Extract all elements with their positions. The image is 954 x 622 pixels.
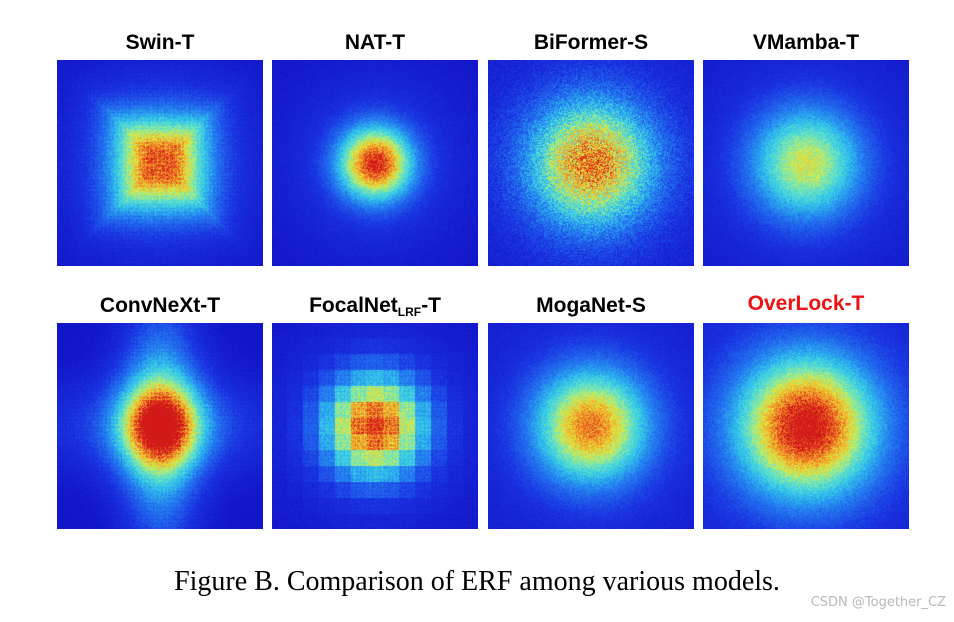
erf-map-convnext-t (57, 323, 263, 529)
watermark: CSDN @Together_CZ (810, 595, 946, 610)
panel-title-biformer-s: BiFormer-S (533, 31, 649, 54)
erf-map-vmamba-t (703, 60, 909, 266)
erf-map-swin-t (57, 60, 263, 266)
panel-title-nat-t: NAT-T (344, 31, 406, 54)
panel-title-focalnet-subscript: LRF (397, 305, 422, 319)
panel-title-focalnet-suffix: -T (421, 294, 441, 317)
panel-title-focalnet-base: FocalNet (309, 294, 398, 317)
erf-map-moganet-s (488, 323, 694, 529)
panel-title-vmamba-t: VMamba-T (752, 31, 860, 54)
erf-map-biformer-s (488, 60, 694, 266)
panel-title-swin-t: Swin-T (125, 31, 195, 54)
panel-title-moganet-s: MogaNet-S (536, 294, 646, 317)
erf-map-nat-t (272, 60, 478, 266)
erf-map-overlock-t (703, 323, 909, 529)
figure-caption: Figure B. Comparison of ERF among variou… (174, 566, 780, 597)
erf-map-focalnet-lrf-t (272, 323, 478, 529)
panel-title-overlock-t: OverLock-T (747, 292, 865, 315)
panel-title-focalnet-lrf-t: FocalNetLRF-T (272, 294, 478, 324)
panel-title-convnext-t: ConvNeXt-T (99, 294, 221, 317)
